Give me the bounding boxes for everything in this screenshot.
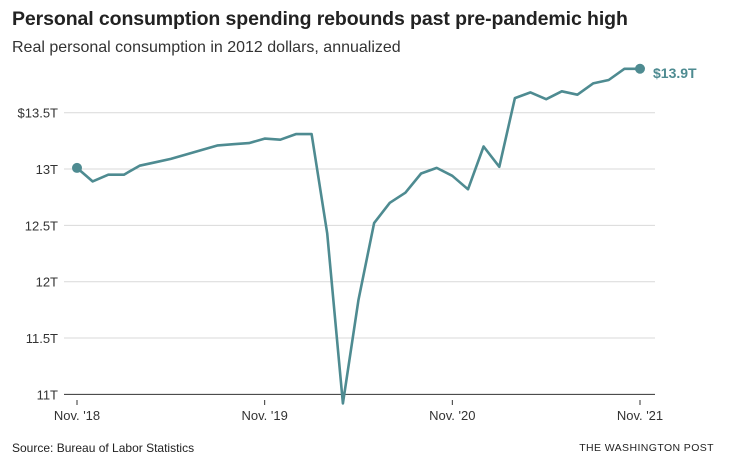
publisher-credit: THE WASHINGTON POST xyxy=(579,442,714,454)
y-tick-label: 11.5T xyxy=(26,331,58,346)
series-consumption: $13.9T xyxy=(72,63,697,405)
x-tick-label: Nov. '19 xyxy=(242,408,288,423)
start-point xyxy=(72,162,82,173)
y-tick-label: 12.5T xyxy=(25,218,58,233)
chart-title: Personal consumption spending rebounds p… xyxy=(12,8,628,30)
y-axis-ticks: 11T 11.5T 12T 12.5T 13T $13.5T xyxy=(18,106,59,403)
chart-subtitle: Real personal consumption in 2012 dollar… xyxy=(12,39,401,56)
source-note: Source: Bureau of Labor Statistics xyxy=(12,441,195,455)
y-tick-label: 12T xyxy=(36,275,58,290)
y-tick-label: 11T xyxy=(37,387,58,402)
x-tick-label: Nov. '20 xyxy=(429,408,475,423)
gridlines xyxy=(64,112,655,395)
y-tick-label: 13T xyxy=(36,162,58,177)
end-point xyxy=(635,63,645,74)
x-tick-label: Nov. '18 xyxy=(54,408,100,423)
end-value-label: $13.9T xyxy=(653,65,697,81)
y-tick-label: $13.5T xyxy=(18,106,59,121)
x-axis-ticks: Nov. '18 Nov. '19 Nov. '20 Nov. '21 xyxy=(54,400,663,423)
series-line xyxy=(75,67,642,405)
x-tick-label: Nov. '21 xyxy=(617,408,663,423)
